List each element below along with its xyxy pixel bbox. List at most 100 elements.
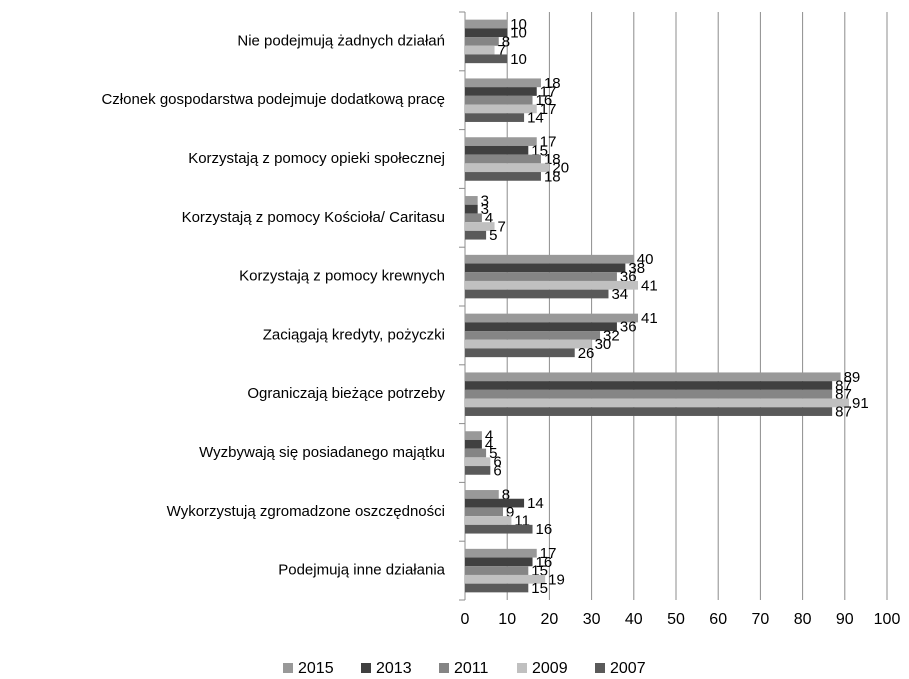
value-label: 16 <box>536 554 553 571</box>
value-label: 10 <box>510 51 527 68</box>
legend-swatch <box>517 663 527 673</box>
bar <box>465 95 533 105</box>
value-label: 7 <box>498 218 506 235</box>
value-label: 3 <box>481 192 489 209</box>
bar <box>465 490 499 499</box>
bar <box>465 548 537 558</box>
bar <box>465 457 491 467</box>
legend-label: 2011 <box>454 660 489 677</box>
x-tick-label: 50 <box>667 611 685 628</box>
y-tick-label: Ograniczają bieżące potrzeby <box>247 385 445 402</box>
bar <box>465 113 525 122</box>
legend-swatch <box>439 663 449 673</box>
bar <box>465 137 537 146</box>
bar <box>465 466 491 475</box>
legend-label: 2009 <box>532 660 568 677</box>
x-tick-label: 100 <box>874 611 901 628</box>
bar <box>465 280 639 290</box>
value-label: 26 <box>578 345 595 362</box>
value-label: 10 <box>510 16 527 33</box>
x-tick-label: 10 <box>498 611 516 628</box>
value-label: 7 <box>498 42 506 59</box>
legend-label: 2013 <box>376 660 412 677</box>
x-tick-label: 40 <box>625 611 643 628</box>
bar <box>465 254 634 264</box>
value-label: 17 <box>540 134 557 151</box>
value-label: 40 <box>637 251 654 268</box>
bar <box>465 398 850 408</box>
bar <box>465 431 482 440</box>
x-tick-label: 30 <box>583 611 601 628</box>
bar <box>465 439 482 449</box>
bar <box>465 163 550 173</box>
bar <box>465 583 529 593</box>
bar <box>465 389 833 399</box>
x-tick-label: 60 <box>709 611 727 628</box>
value-label: 17 <box>540 101 557 118</box>
legend-swatch <box>595 663 605 673</box>
bar <box>465 45 495 55</box>
value-label: 89 <box>844 369 861 386</box>
bar <box>465 507 503 517</box>
value-label: 4 <box>485 428 493 445</box>
value-label: 17 <box>540 83 557 100</box>
bar <box>465 78 541 88</box>
value-label: 4 <box>485 436 493 453</box>
legend-swatch <box>361 663 371 673</box>
bar <box>465 566 529 575</box>
bar <box>465 516 512 525</box>
value-label: 87 <box>835 377 852 394</box>
legend-label: 2015 <box>298 660 334 677</box>
y-tick-label: Korzystają z pomocy opieki społecznej <box>188 150 445 167</box>
bar <box>465 322 617 332</box>
value-label: 30 <box>595 336 612 353</box>
value-label: 4 <box>485 210 493 227</box>
value-label: 38 <box>628 260 645 277</box>
bar <box>465 381 833 390</box>
bar <box>465 289 609 299</box>
bar <box>465 348 575 358</box>
value-label: 18 <box>544 75 561 92</box>
y-tick-label: Wykorzystują zgromadzone oszczędności <box>167 503 445 520</box>
y-tick-label: Zaciągają kredyty, pożyczki <box>263 326 445 343</box>
bar <box>465 87 537 96</box>
bar <box>465 557 533 567</box>
x-tick-label: 70 <box>752 611 770 628</box>
y-tick-label: Członek gospodarstwa podejmuje dodatkową… <box>101 91 445 108</box>
bar <box>465 524 533 534</box>
value-label: 36 <box>620 319 637 336</box>
value-label: 10 <box>510 25 527 42</box>
value-label: 20 <box>552 160 569 177</box>
value-label: 15 <box>531 580 548 597</box>
bar <box>465 230 487 240</box>
value-label: 19 <box>548 571 565 588</box>
bar <box>465 196 478 205</box>
y-tick-label: Nie podejmują żadnych działań <box>237 32 445 49</box>
value-label: 6 <box>493 454 501 471</box>
legend-label: 2007 <box>610 660 646 677</box>
x-tick-label: 90 <box>836 611 854 628</box>
bar <box>465 37 499 46</box>
bar <box>465 372 841 382</box>
value-label: 8 <box>502 33 510 50</box>
x-tick-label: 0 <box>461 611 470 628</box>
bar <box>465 313 639 323</box>
bar <box>465 222 495 231</box>
bar <box>465 204 478 214</box>
bar <box>465 213 482 223</box>
x-tick-label: 80 <box>794 611 812 628</box>
y-tick-label: Wyzbywają się posiadanego majątku <box>199 444 445 461</box>
bar <box>465 154 541 164</box>
value-label: 16 <box>536 92 553 109</box>
value-label: 16 <box>536 521 553 538</box>
bar <box>465 574 546 584</box>
value-label: 41 <box>641 277 658 294</box>
value-label: 34 <box>611 286 628 303</box>
value-label: 9 <box>506 504 514 521</box>
x-tick-label: 20 <box>541 611 559 628</box>
value-label: 8 <box>502 486 510 503</box>
bar <box>465 331 601 340</box>
bar <box>465 339 592 349</box>
value-label: 5 <box>489 445 497 462</box>
